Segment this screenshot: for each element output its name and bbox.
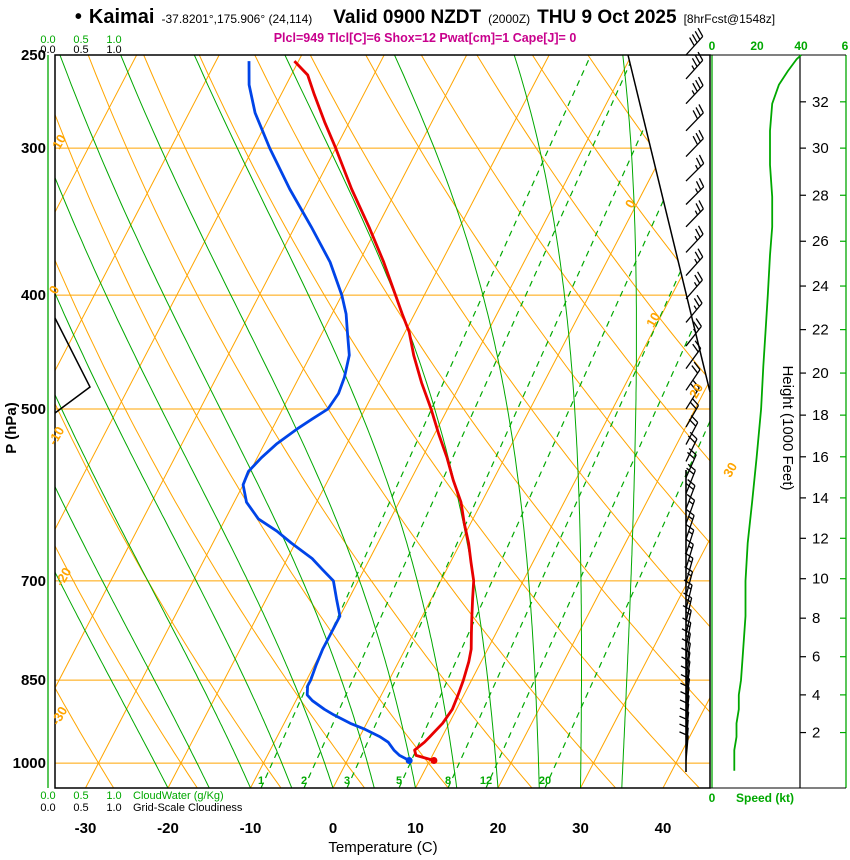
surface-temp-dot <box>430 757 438 765</box>
valid-time: Valid 0900 NZDT <box>333 7 482 28</box>
left-marker <box>54 317 91 414</box>
svg-text:Grid-Scale Cloudiness: Grid-Scale Cloudiness <box>133 802 243 814</box>
svg-text:0.0: 0.0 <box>40 44 55 56</box>
svg-text:0.0: 0.0 <box>40 802 55 814</box>
station-bullet-icon: • <box>74 6 82 28</box>
svg-text:0.5: 0.5 <box>73 790 88 802</box>
svg-text:18: 18 <box>812 407 829 424</box>
svg-text:1.0: 1.0 <box>106 44 121 56</box>
svg-text:700: 700 <box>21 573 46 590</box>
svg-text:20: 20 <box>490 820 507 837</box>
svg-text:20: 20 <box>686 381 706 401</box>
svg-text:6: 6 <box>842 39 849 53</box>
svg-text:0: 0 <box>622 197 639 211</box>
svg-text:0.0: 0.0 <box>40 790 55 802</box>
svg-text:0: 0 <box>709 39 716 53</box>
valid-zulu: (2000Z) <box>488 12 531 26</box>
svg-text:-30: -30 <box>75 820 97 837</box>
svg-text:30: 30 <box>572 820 589 837</box>
corner-cut-line <box>627 54 711 393</box>
svg-text:0: 0 <box>329 820 337 837</box>
svg-text:2: 2 <box>812 725 820 742</box>
svg-text:6: 6 <box>812 649 820 666</box>
svg-text:0.5: 0.5 <box>73 44 88 56</box>
svg-text:28: 28 <box>812 187 829 204</box>
surface-dewpoint-dot <box>405 757 413 765</box>
skewt-background <box>55 55 710 788</box>
svg-text:10: 10 <box>49 132 69 152</box>
svg-text:400: 400 <box>21 287 46 304</box>
svg-text:20: 20 <box>539 775 551 787</box>
svg-text:40: 40 <box>794 39 808 53</box>
svg-text:32: 32 <box>812 94 829 111</box>
svg-text:12: 12 <box>812 530 829 547</box>
svg-text:-10: -10 <box>240 820 262 837</box>
svg-text:0: 0 <box>709 791 716 805</box>
svg-text:-20: -20 <box>157 820 179 837</box>
dewpoint-curve <box>241 61 410 762</box>
svg-text:Height (1000 Feet): Height (1000 Feet) <box>779 365 796 490</box>
svg-text:22: 22 <box>812 322 829 339</box>
svg-text:P (hPa): P (hPa) <box>3 402 20 453</box>
svg-text:8: 8 <box>445 775 451 787</box>
valid-date: THU 9 Oct 2025 <box>537 7 677 28</box>
plot-frame <box>54 54 711 789</box>
svg-text:Speed (kt): Speed (kt) <box>736 791 794 805</box>
svg-text:500: 500 <box>21 401 46 418</box>
chart-header: • Kaimai -37.8201°,175.906° (24,114) Val… <box>0 6 850 29</box>
svg-text:Temperature (C): Temperature (C) <box>328 839 437 856</box>
svg-text:12: 12 <box>480 775 492 787</box>
svg-text:24: 24 <box>812 278 829 295</box>
svg-text:850: 850 <box>21 672 46 689</box>
svg-text:30: 30 <box>812 140 829 157</box>
speed-curve <box>733 54 802 771</box>
station-name: Kaimai <box>88 6 155 28</box>
svg-text:0.0: 0.0 <box>40 34 55 46</box>
svg-text:5: 5 <box>396 775 402 787</box>
svg-text:1.0: 1.0 <box>106 802 121 814</box>
svg-text:26: 26 <box>812 233 829 250</box>
svg-text:30: 30 <box>720 460 740 480</box>
svg-text:10: 10 <box>812 571 829 588</box>
svg-text:40: 40 <box>655 820 672 837</box>
svg-text:300: 300 <box>21 140 46 157</box>
svg-text:10: 10 <box>407 820 424 837</box>
svg-text:CloudWater (g/Kg): CloudWater (g/Kg) <box>133 790 224 802</box>
svg-text:250: 250 <box>21 47 46 64</box>
svg-text:-30: -30 <box>48 704 70 728</box>
wind-barbs <box>679 27 705 772</box>
svg-text:4: 4 <box>812 687 820 704</box>
svg-text:1000: 1000 <box>13 755 46 772</box>
svg-text:20: 20 <box>812 365 829 382</box>
temperature-curve <box>293 60 476 762</box>
svg-text:3: 3 <box>344 775 350 787</box>
station-coords: -37.8201°,175.906° (24,114) <box>161 12 313 26</box>
svg-text:1.0: 1.0 <box>106 34 121 46</box>
svg-text:0.5: 0.5 <box>73 34 88 46</box>
sounding-parameters: Plcl=949 Tlcl[C]=6 Shox=12 Pwat[cm]=1 Ca… <box>273 31 577 45</box>
svg-text:1: 1 <box>258 775 264 787</box>
svg-text:20: 20 <box>750 39 764 53</box>
forecast-tag: [8hrFcst@1548z] <box>683 12 776 26</box>
svg-text:10: 10 <box>643 310 663 330</box>
svg-text:14: 14 <box>812 490 829 507</box>
svg-text:1.0: 1.0 <box>106 790 121 802</box>
svg-text:16: 16 <box>812 449 829 466</box>
svg-text:0.5: 0.5 <box>73 802 88 814</box>
svg-text:2: 2 <box>301 775 307 787</box>
svg-text:8: 8 <box>812 610 820 627</box>
